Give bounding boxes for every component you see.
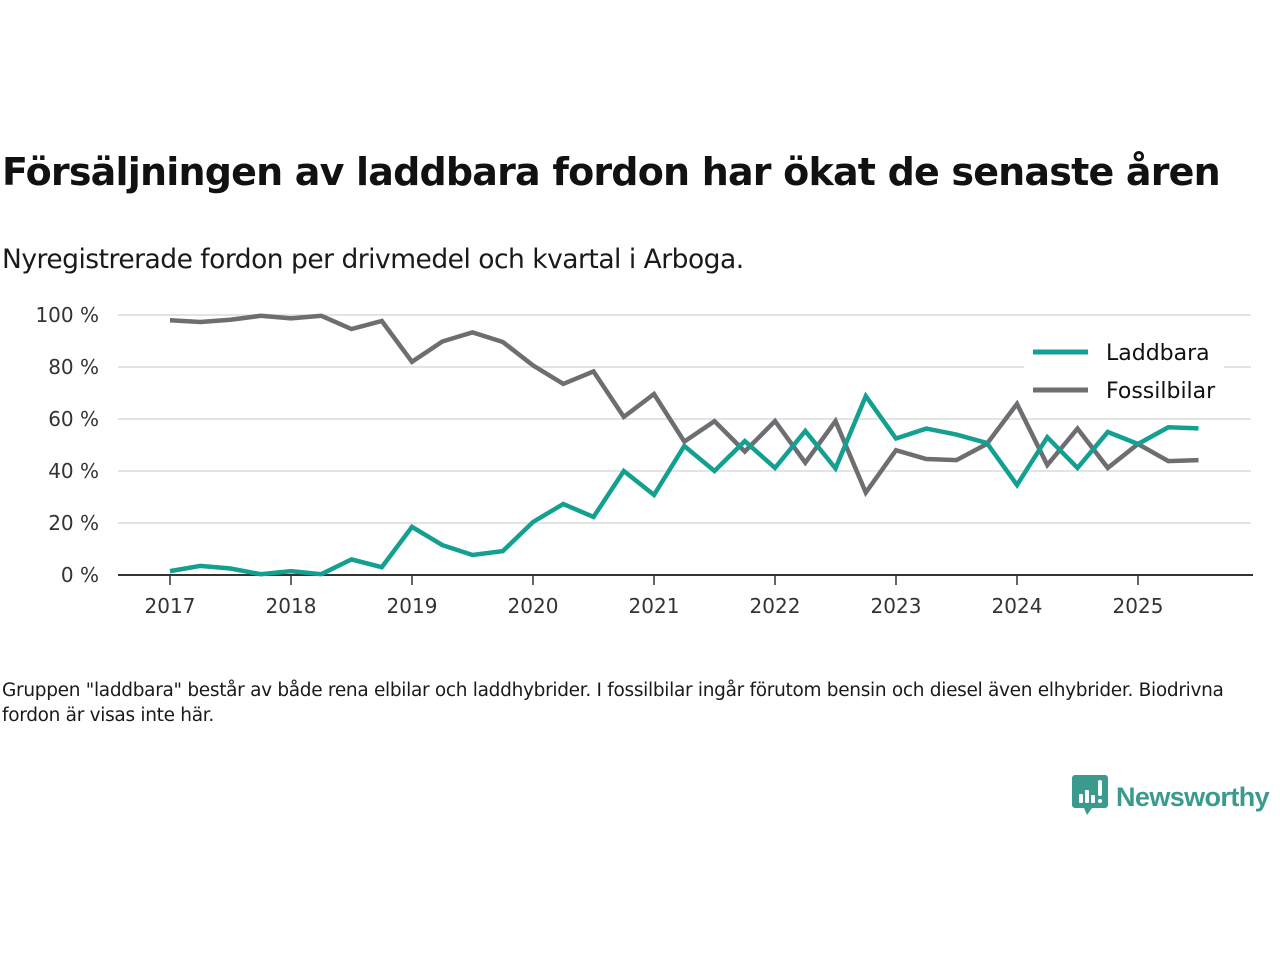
newsworthy-logo-icon — [1072, 775, 1108, 819]
x-tick-label: 2021 — [629, 594, 680, 618]
x-tick-label: 2019 — [387, 594, 438, 618]
y-axis-tick-labels: 0 % 20 % 40 % 60 % 80 % 100 % — [35, 303, 99, 587]
legend-background — [1024, 333, 1224, 411]
y-tick-label: 100 % — [35, 303, 99, 327]
y-tick-label: 0 % — [61, 563, 99, 587]
x-tick-label: 2025 — [1113, 594, 1164, 618]
x-tick-label: 2023 — [871, 594, 922, 618]
line-chart: 0 % 20 % 40 % 60 % 80 % 100 % 2017 2018 2019 202… — [35, 303, 1253, 618]
legend: Laddbara Fossilbilar — [1024, 333, 1224, 411]
legend-label-laddbara: Laddbara — [1106, 341, 1210, 366]
x-tick-label: 2024 — [992, 594, 1043, 618]
y-tick-label: 20 % — [48, 511, 99, 535]
series-line-laddbara — [169, 391, 1199, 577]
x-tick-label: 2020 — [508, 594, 559, 618]
x-axis: 2017 2018 2019 2020 2021 2022 2023 2024 2025 — [118, 574, 1253, 618]
legend-label-fossilbilar: Fossilbilar — [1106, 379, 1216, 404]
brand-name: Newsworthy — [1116, 781, 1270, 812]
y-tick-label: 40 % — [48, 459, 99, 483]
series-lines — [169, 313, 1199, 577]
x-tick-label: 2022 — [750, 594, 801, 618]
x-tick-label: 2018 — [266, 594, 317, 618]
footnote: Gruppen "laddbara" består av både rena e… — [2, 680, 1224, 726]
x-tick-label: 2017 — [145, 594, 196, 618]
chart-title: Försäljningen av laddbara fordon har öka… — [2, 150, 1221, 194]
y-tick-label: 80 % — [48, 355, 99, 379]
chart-subtitle: Nyregistrerade fordon per drivmedel och … — [2, 244, 744, 275]
y-tick-label: 60 % — [48, 407, 99, 431]
series-line-fossilbilar — [169, 313, 1199, 498]
brand-logo: Newsworthy — [1072, 775, 1270, 819]
